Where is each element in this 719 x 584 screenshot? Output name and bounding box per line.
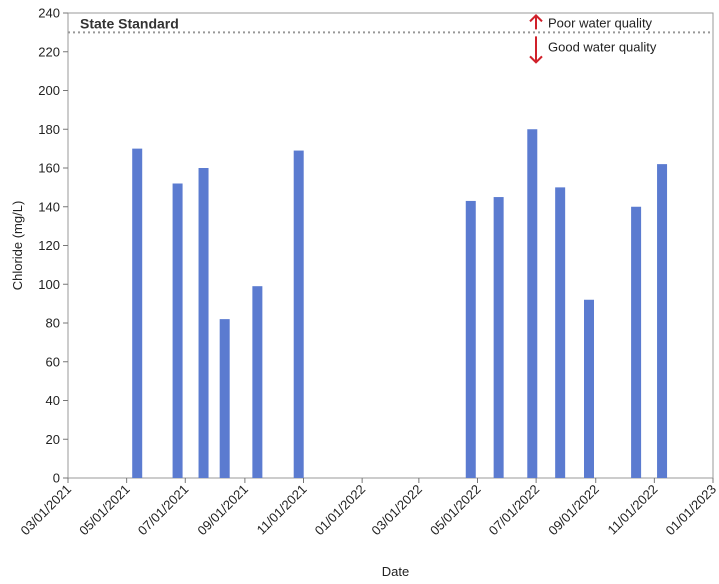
x-tick-label: 11/01/2022 bbox=[605, 482, 661, 538]
y-tick-label: 100 bbox=[38, 277, 60, 292]
y-tick-label: 120 bbox=[38, 238, 60, 253]
y-tick-label: 160 bbox=[38, 161, 60, 176]
y-tick-label: 80 bbox=[46, 316, 60, 331]
quality-annotation: Poor water quality Good water quality bbox=[529, 13, 657, 64]
bar bbox=[465, 200, 476, 478]
x-tick-label: 01/01/2022 bbox=[312, 482, 369, 539]
bar bbox=[132, 148, 143, 478]
poor-quality-label: Poor water quality bbox=[548, 15, 653, 30]
x-tick-label: 01/01/2023 bbox=[662, 482, 719, 539]
x-axis-title: Date bbox=[382, 564, 409, 579]
x-tick-label: 07/01/2021 bbox=[135, 482, 192, 539]
bar bbox=[198, 168, 209, 478]
y-tick-label: 60 bbox=[46, 354, 60, 369]
plot-frame bbox=[67, 12, 714, 479]
state-standard-group: State Standard bbox=[68, 15, 713, 34]
state-standard-label: State Standard bbox=[80, 15, 179, 31]
y-tick-label: 0 bbox=[53, 471, 60, 486]
bar bbox=[555, 187, 566, 478]
x-tick-label: 09/01/2022 bbox=[545, 482, 602, 539]
x-tick-label: 07/01/2022 bbox=[486, 482, 543, 539]
bar bbox=[172, 183, 183, 478]
arrow-up-icon bbox=[529, 13, 543, 30]
y-axis: 0 20 40 60 80 100 120 140 160 180 200 220 240 bbox=[38, 6, 68, 486]
x-tick-label: 05/01/2021 bbox=[76, 482, 133, 539]
good-quality-label: Good water quality bbox=[548, 39, 657, 54]
x-tick-label: 09/01/2021 bbox=[194, 482, 251, 539]
x-axis: 03/01/2021 05/01/2021 07/01/2021 09/01/2021… bbox=[17, 478, 719, 538]
y-tick-label: 220 bbox=[38, 44, 60, 59]
plot-frame-group bbox=[67, 12, 714, 479]
bar bbox=[252, 286, 263, 478]
bar bbox=[631, 206, 642, 478]
x-tick-label: 11/01/2021 bbox=[254, 482, 310, 538]
y-tick-label: 20 bbox=[46, 432, 60, 447]
bar-series bbox=[132, 129, 668, 478]
bar bbox=[293, 150, 304, 478]
x-tick-label: 03/01/2022 bbox=[368, 482, 425, 539]
y-tick-label: 200 bbox=[38, 83, 60, 98]
bar bbox=[583, 299, 594, 478]
x-tick-label: 03/01/2021 bbox=[17, 482, 74, 539]
y-tick-label: 240 bbox=[38, 6, 60, 21]
arrow-down-icon bbox=[529, 36, 543, 64]
y-axis-title: Chloride (mg/L) bbox=[10, 201, 25, 291]
bar bbox=[527, 129, 538, 478]
bar bbox=[657, 164, 668, 478]
bar bbox=[493, 197, 504, 478]
x-tick-label: 05/01/2022 bbox=[427, 482, 484, 539]
y-tick-label: 140 bbox=[38, 199, 60, 214]
y-tick-label: 40 bbox=[46, 393, 60, 408]
bar bbox=[219, 319, 230, 478]
y-tick-label: 180 bbox=[38, 122, 60, 137]
